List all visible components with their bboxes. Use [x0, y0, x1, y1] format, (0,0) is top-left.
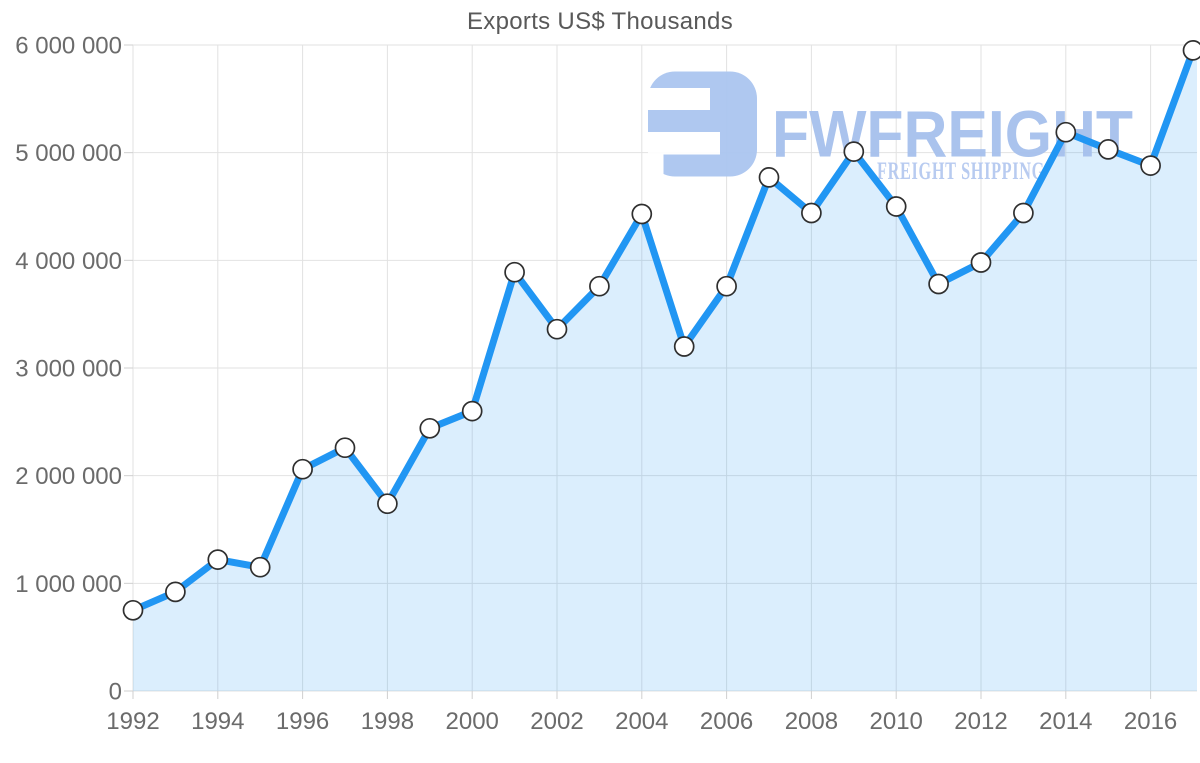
data-point-marker [758, 167, 780, 188]
x-axis-tick-label: 1998 [361, 708, 414, 735]
x-axis-tick-label: 2006 [700, 708, 753, 735]
y-axis-tick-label: 4 000 000 [15, 248, 122, 275]
x-axis-tick-label: 1996 [276, 708, 329, 735]
series-area-fill [133, 50, 1197, 691]
data-point-marker [504, 261, 525, 283]
y-axis-tick-label: 0 [109, 679, 122, 706]
x-axis-tick-label: 2002 [530, 708, 583, 735]
watermark-tagline-text: FREIGHT SHIPPING [877, 158, 1045, 185]
data-point-marker [1140, 155, 1161, 176]
data-point-marker [122, 599, 144, 621]
y-axis-tick-label: 6 000 000 [15, 33, 122, 60]
data-point-marker [1013, 202, 1034, 224]
data-point-marker [419, 417, 441, 439]
data-point-marker [292, 458, 313, 480]
data-point-marker [249, 556, 271, 578]
data-point-marker [885, 196, 907, 217]
data-point-marker [334, 437, 356, 459]
data-point-marker [377, 493, 398, 515]
x-axis-tick-label: 2004 [615, 708, 668, 735]
data-point-marker [631, 203, 653, 225]
data-point-marker [843, 141, 865, 162]
y-axis-tick-label: 2 000 000 [15, 463, 122, 490]
x-axis-tick-label: 1992 [106, 708, 159, 735]
data-point-marker [928, 273, 949, 295]
x-axis-labels: 1992 1994 1996 1998 2000 2002 2004 2006 2008 2010… [106, 708, 1177, 735]
data-point-marker [1055, 121, 1077, 143]
x-axis-tick-label: 1994 [191, 708, 244, 735]
chart-title: Exports US$ Thousands [467, 8, 733, 35]
x-axis-tick-label: 2014 [1039, 708, 1092, 735]
data-point-marker [970, 252, 992, 273]
data-point-marker [1182, 40, 1200, 61]
data-point-marker [1097, 139, 1119, 160]
x-axis-tick-label: 2010 [870, 708, 923, 735]
series-markers [122, 40, 1200, 621]
data-point-marker [801, 202, 822, 224]
data-point-marker [461, 400, 483, 422]
y-axis-tick-label: 3 000 000 [15, 356, 122, 383]
watermark: FWFREIGHT FREIGHT SHIPPING [648, 71, 1133, 185]
x-gridlines [132, 45, 1152, 691]
fwfreight-logo-icon [648, 71, 757, 177]
data-point-marker [716, 275, 737, 297]
y-axis-tick-label: 5 000 000 [15, 140, 122, 167]
data-point-marker [673, 336, 695, 357]
data-point-marker [165, 581, 186, 603]
x-axis-tick-label: 2016 [1124, 708, 1177, 735]
x-axis-tick-label: 2012 [954, 708, 1007, 735]
data-point-marker [589, 275, 610, 297]
data-point-marker [207, 549, 229, 570]
y-axis-tick-label: 1 000 000 [15, 571, 122, 598]
series-area [133, 50, 1197, 691]
axis-ticks [124, 44, 1152, 699]
y-axis-labels: 0 1 000 000 2 000 000 3 000 000 4 000 000 5 0… [15, 33, 122, 706]
x-axis-tick-label: 2000 [446, 708, 499, 735]
data-point-marker [546, 318, 568, 340]
x-axis-tick-label: 2008 [785, 708, 838, 735]
